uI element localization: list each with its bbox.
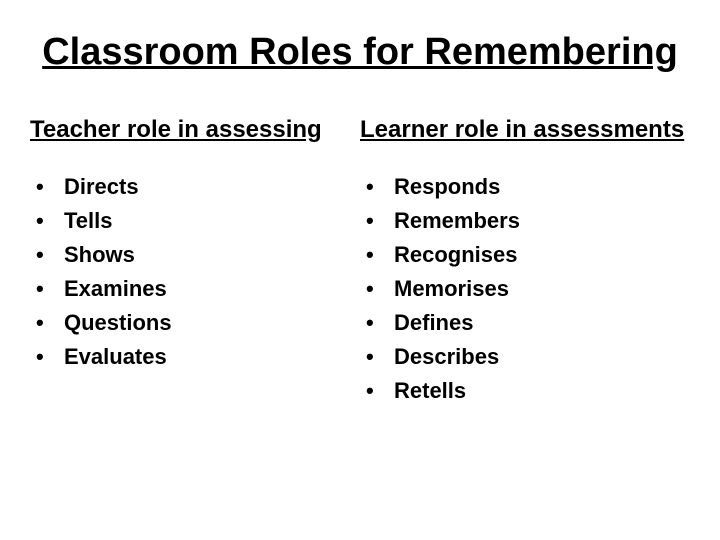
- left-list: Directs Tells Shows Examines Questions E…: [30, 170, 360, 375]
- left-column: Teacher role in assessing Directs Tells …: [30, 116, 360, 409]
- list-item: Questions: [30, 306, 360, 340]
- list-item: Tells: [30, 204, 360, 238]
- right-heading: Learner role in assessments: [360, 116, 690, 144]
- columns: Teacher role in assessing Directs Tells …: [30, 116, 690, 409]
- list-item: Responds: [360, 170, 690, 204]
- list-item: Remembers: [360, 204, 690, 238]
- right-list: Responds Remembers Recognises Memorises …: [360, 170, 690, 409]
- list-item: Retells: [360, 374, 690, 408]
- list-item: Examines: [30, 272, 360, 306]
- slide-title: Classroom Roles for Remembering: [30, 30, 690, 76]
- left-heading: Teacher role in assessing: [30, 116, 360, 144]
- list-item: Shows: [30, 238, 360, 272]
- list-item: Evaluates: [30, 340, 360, 374]
- list-item: Directs: [30, 170, 360, 204]
- list-item: Recognises: [360, 238, 690, 272]
- list-item: Memorises: [360, 272, 690, 306]
- right-column: Learner role in assessments Responds Rem…: [360, 116, 690, 409]
- list-item: Describes: [360, 340, 690, 374]
- slide: Classroom Roles for Remembering Teacher …: [0, 0, 720, 540]
- list-item: Defines: [360, 306, 690, 340]
